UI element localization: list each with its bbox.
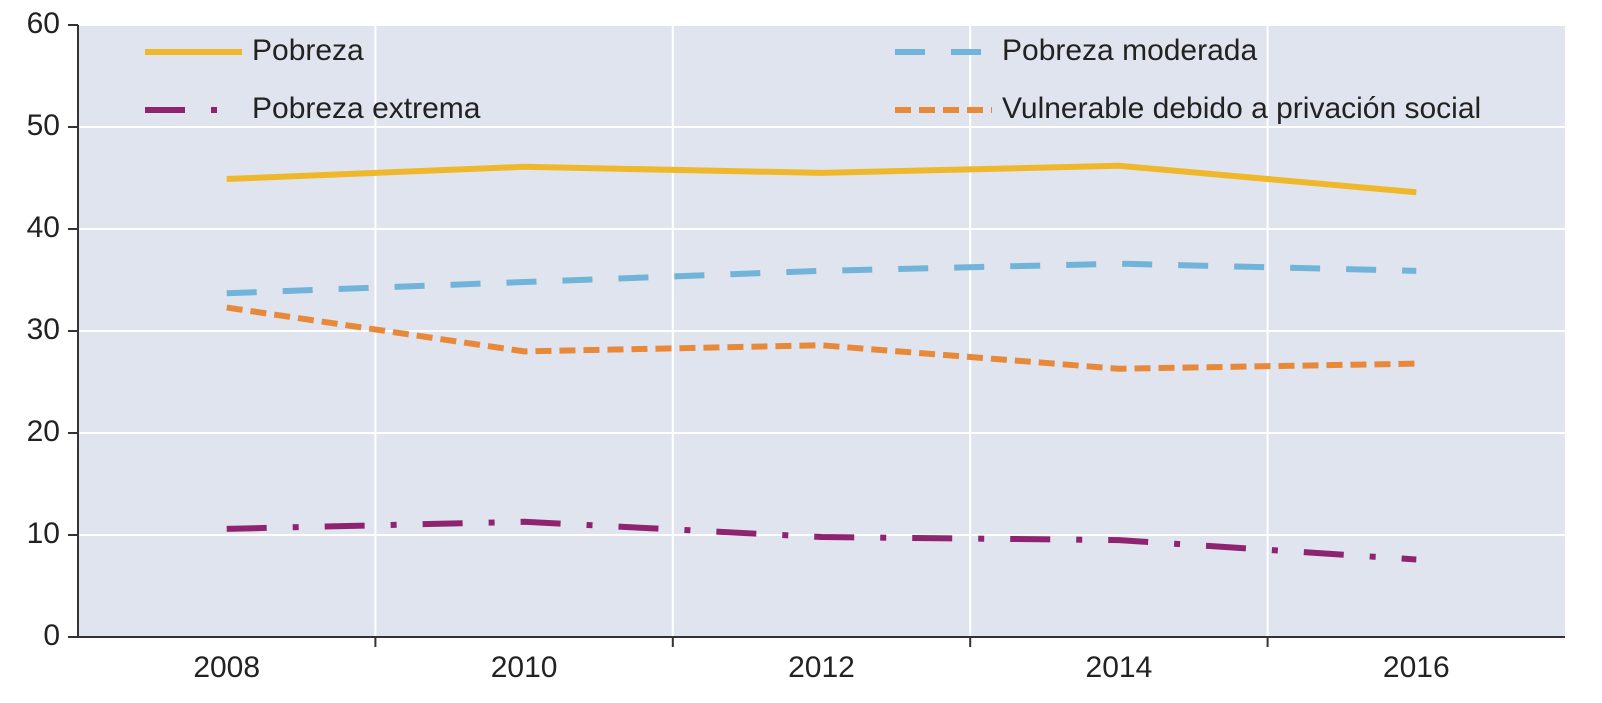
y-tick-label: 10	[27, 517, 60, 550]
legend-label: Vulnerable debido a privación social	[1002, 92, 1481, 125]
legend-label: Pobreza extrema	[252, 92, 481, 125]
y-tick-label: 20	[27, 415, 60, 448]
legend-label: Pobreza moderada	[1002, 34, 1257, 67]
y-tick-label: 30	[27, 313, 60, 346]
series-line	[226, 162, 1417, 196]
y-tick-label: 50	[27, 109, 60, 142]
x-tick-label: 2008	[193, 651, 260, 684]
y-tick-label: 0	[43, 619, 60, 652]
y-tick-label: 60	[27, 7, 60, 40]
y-tick-label: 40	[27, 211, 60, 244]
series-line	[226, 304, 1417, 372]
x-tick-label: 2012	[788, 651, 855, 684]
x-tick-label: 2016	[1383, 651, 1450, 684]
x-tick-label: 2014	[1086, 651, 1153, 684]
legend-label: Pobreza	[252, 34, 364, 67]
x-tick-label: 2010	[491, 651, 558, 684]
series-line	[226, 518, 1417, 563]
